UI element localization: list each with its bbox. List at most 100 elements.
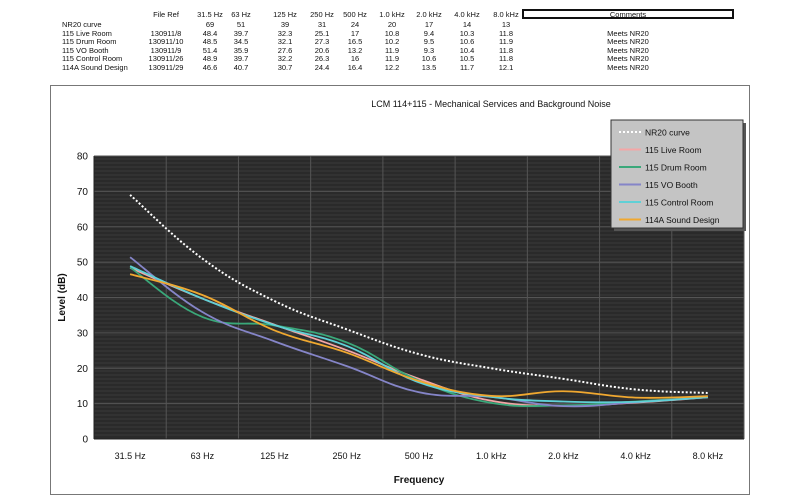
y-tick-label: 70 <box>77 187 89 198</box>
table-row-name: 115 Live Room <box>62 28 112 38</box>
legend-label: 114A Sound Design <box>645 215 720 225</box>
table-cell-value: 39.7 <box>233 54 249 64</box>
x-axis-label: Frequency <box>394 475 445 486</box>
table-cell-value: 39.7 <box>233 28 249 38</box>
series-line-nr20-curve <box>129 194 708 395</box>
table-cell-value: 17 <box>350 28 360 38</box>
x-tick-label: 8.0 kHz <box>693 451 724 461</box>
x-tick-label: 1.0 kHz <box>476 451 507 461</box>
y-tick-label: 50 <box>77 258 89 269</box>
table-cell-comment: Meets NR20 <box>607 63 649 72</box>
table-cell-value: 10.2 <box>384 37 400 47</box>
x-tick-label: 500 Hz <box>405 451 434 461</box>
table-cell-value: 9.3 <box>423 45 435 55</box>
table-cell-value: 20 <box>387 20 397 29</box>
y-tick-label: 30 <box>77 328 89 339</box>
table-cell-value: 10.4 <box>459 45 475 55</box>
y-tick-label: 80 <box>77 152 89 163</box>
table-cell-comment: Meets NR20 <box>607 45 649 55</box>
table-cell-ref: 130911/9 <box>150 45 182 55</box>
table-header-cell: 31.5 Hz <box>197 10 223 19</box>
legend-label: 115 Live Room <box>645 145 702 155</box>
table-cell-value: 11.8 <box>498 45 514 55</box>
table-header-cell: File Ref <box>153 10 179 19</box>
table-cell-value: 32.3 <box>277 28 293 38</box>
x-tick-label: 125 Hz <box>260 451 289 461</box>
table-cell-ref: 130911/8 <box>150 28 182 38</box>
table-cell-value: 11.8 <box>498 28 514 38</box>
table-cell-value: 25.1 <box>314 28 330 38</box>
table-cell-value: 11.9 <box>498 37 514 47</box>
table-cell-value: 27.3 <box>314 37 330 47</box>
table-header-cell: 8.0 kHz <box>493 10 519 19</box>
legend-box <box>610 119 744 229</box>
y-tick-label: 20 <box>77 364 89 375</box>
legend-label: 115 VO Booth <box>645 180 698 190</box>
table-cell-value: 10.3 <box>459 28 475 38</box>
table-cell-value: 24.4 <box>314 63 330 72</box>
x-tick-label: 250 Hz <box>333 451 362 461</box>
table-cell-value: 32.1 <box>277 37 293 47</box>
table-cell-value: 20.6 <box>314 45 330 55</box>
table-header-cell: 125 Hz <box>273 10 297 19</box>
table-cell-value: 69 <box>205 20 215 29</box>
table-cell-value: 14 <box>462 20 472 29</box>
table-header-cell: 500 Hz <box>343 10 367 19</box>
table-cell-value: 48.9 <box>202 54 218 64</box>
table-cell-value: 10.6 <box>421 54 437 64</box>
table-cell-value: 30.7 <box>277 63 293 72</box>
table-cell-value: 10.8 <box>384 28 400 38</box>
table-cell-value: 16.5 <box>347 37 363 47</box>
line-chart: 0 10 20 30 40 50 60 70 80 31.5 Hz 63 Hz 125 Hz 250 H… <box>57 99 746 486</box>
y-tick-label: 0 <box>82 435 88 446</box>
table-row-name: NR20 curve <box>62 20 102 29</box>
table-cell-value: 40.7 <box>233 63 249 72</box>
table-cell-comment: Meets NR20 <box>607 28 649 38</box>
table-cell-value: 11.7 <box>459 63 475 72</box>
table-header-cell: 1.0 kHz <box>379 10 405 19</box>
table-cell-value: 13 <box>501 20 511 29</box>
table-cell-value: 12.2 <box>384 63 400 72</box>
x-tick-label: 4.0 kHz <box>620 451 651 461</box>
table-cell-value: 11.8 <box>498 54 514 64</box>
y-tick-label: 10 <box>77 399 89 410</box>
comments-header: Comments <box>522 9 734 19</box>
table-header-cell: 250 Hz <box>310 10 334 19</box>
table-cell-value: 17 <box>424 20 434 29</box>
table-cell-value: 51 <box>236 20 246 29</box>
table-cell-value: 48.4 <box>202 28 218 38</box>
series-line-115-vo-booth <box>129 256 708 408</box>
table-row-name: 114A Sound Design <box>62 63 128 72</box>
table-cell-value: 39 <box>280 20 290 29</box>
table-cell-value: 12.1 <box>498 63 514 72</box>
table-cell-value: 32.2 <box>277 54 293 64</box>
table-row-name: 115 VO Booth <box>62 45 109 55</box>
table-cell-value: 10.5 <box>459 54 475 64</box>
table-cell-value: 13.5 <box>421 63 437 72</box>
table-header-cell: 4.0 kHz <box>454 10 480 19</box>
table-cell-value: 51.4 <box>202 45 218 55</box>
table-row-name: 115 Control Room <box>62 54 123 64</box>
chart-frame: 0 10 20 30 40 50 60 70 80 31.5 Hz 63 Hz 125 Hz 250 H… <box>50 85 750 495</box>
table-cell-value: 34.5 <box>233 37 249 47</box>
table-cell-value: 31 <box>317 20 327 29</box>
table-cell-value: 11.9 <box>384 54 400 64</box>
table-header-cell: 2.0 kHz <box>416 10 442 19</box>
table-cell-value: 27.6 <box>277 45 293 55</box>
table-cell-ref: 130911/10 <box>148 37 184 47</box>
table-cell-value: 16.4 <box>347 63 363 72</box>
table-cell-value: 11.9 <box>384 45 400 55</box>
x-tick-label: 2.0 kHz <box>548 451 579 461</box>
chart-title: LCM 114+115 - Mechanical Services and Ba… <box>371 99 611 109</box>
legend-label: NR20 curve <box>645 128 690 138</box>
y-tick-label: 60 <box>77 222 89 233</box>
table-cell-value: 10.6 <box>459 37 475 47</box>
table-cell-value: 24 <box>350 20 360 29</box>
table-cell-value: 13.2 <box>347 45 363 55</box>
series-line-115-control-room <box>129 265 708 404</box>
table-cell-value: 26.3 <box>314 54 330 64</box>
y-axis-label: Level (dB) <box>57 273 68 321</box>
table-cell-ref: 130911/26 <box>148 54 184 64</box>
table-cell-value: 35.9 <box>233 45 249 55</box>
series-line-114a-sound-design <box>129 273 708 399</box>
